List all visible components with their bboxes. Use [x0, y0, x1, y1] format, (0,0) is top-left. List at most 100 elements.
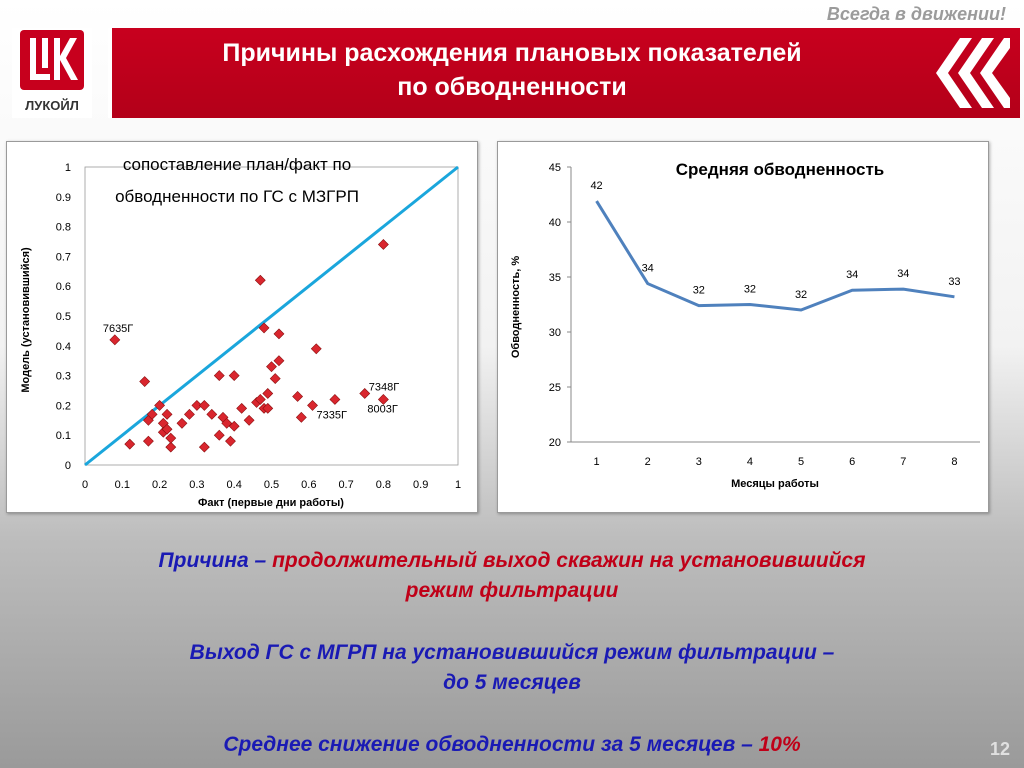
- scatter-title-line2: обводненности по ГС с МЗГРП: [115, 187, 359, 206]
- scatter-ytick-label: 0: [65, 460, 71, 472]
- scatter-point: [213, 370, 225, 382]
- scatter-xtick-label: 0.8: [376, 479, 391, 491]
- line-xtick-label: 2: [645, 456, 651, 468]
- line-data-label: 34: [642, 263, 654, 275]
- lukoil-logo: ЛУКОЙЛ: [12, 28, 92, 118]
- scatter-xtick-label: 0.4: [227, 479, 242, 491]
- scatter-title-line1: сопоставление план/факт по: [123, 155, 351, 174]
- scatter-ytick-label: 0.8: [56, 222, 71, 234]
- scatter-ytick-label: 0.5: [56, 311, 71, 323]
- scatter-annotation: 8003Г: [367, 403, 397, 415]
- page-number: 12: [989, 739, 1010, 759]
- line-xtick-label: 8: [951, 456, 957, 468]
- chevrons-icon: [936, 38, 1010, 108]
- line-ytick-label: 45: [549, 162, 561, 174]
- scatter-point: [243, 414, 255, 426]
- page-title: Причины расхождения плановых показателей…: [112, 36, 912, 104]
- page-title-line2: по обводненности: [397, 73, 627, 101]
- scatter-point: [165, 432, 177, 444]
- line-ytick-label: 35: [549, 272, 561, 284]
- scatter-point: [142, 435, 154, 447]
- line-data-label: 34: [897, 268, 909, 280]
- scatter-point: [198, 441, 210, 453]
- scatter-point: [377, 239, 389, 250]
- exit-line2: до 5 месяцев: [443, 671, 581, 694]
- scatter-ytick-label: 0.2: [56, 400, 71, 412]
- line-title: Средняя обводненность: [676, 160, 884, 179]
- scatter-point: [307, 399, 318, 411]
- scatter-xtick-label: 0.6: [301, 479, 316, 491]
- scatter-chart-panel: 0 0.1 0.2 0.3 0.4 0.5 0.6 0.7 0.8 0.9 1 0 0.1 0.2 0.3…: [6, 141, 478, 513]
- line-ytick-label: 40: [549, 217, 561, 229]
- scatter-point: [213, 429, 225, 441]
- scatter-point: [225, 435, 236, 447]
- scatter-xtick-label: 1: [455, 479, 461, 491]
- reference-line: [84, 165, 459, 467]
- scatter-ytick-label: 0.3: [56, 371, 71, 383]
- scatter-point: [161, 408, 173, 420]
- line-xtick-label: 5: [798, 456, 804, 468]
- scatter-point: [228, 370, 240, 382]
- scatter-annotation: 7348Г: [369, 381, 399, 393]
- series-line: [595, 200, 955, 312]
- scatter-point: [176, 417, 188, 429]
- scatter-point: [191, 399, 203, 411]
- line-ytick-label: 30: [549, 327, 561, 339]
- scatter-point: [292, 391, 304, 402]
- reason-line1: Причина – продолжительный выход скважин …: [0, 546, 1024, 576]
- scatter-xlabel: Факт (первые дни работы): [198, 497, 344, 509]
- scatter-point: [165, 441, 177, 453]
- scatter-point: [139, 376, 151, 387]
- scatter-annotation: 7335Г: [317, 409, 347, 421]
- scatter-point: [329, 394, 341, 405]
- scatter-point: [154, 399, 166, 411]
- avg-value: 10%: [758, 733, 801, 756]
- scatter-point: [198, 399, 210, 411]
- lukoil-emblem-icon: [20, 30, 84, 90]
- scatter-point: [228, 420, 240, 432]
- line-xlabel: Месяцы работы: [731, 478, 819, 490]
- scatter-point: [310, 343, 322, 355]
- exit-line1: Выход ГС с МГРП на установившийся режим …: [189, 641, 835, 664]
- line-data-label: 33: [948, 276, 960, 288]
- scatter-point: [262, 388, 274, 399]
- scatter-point: [273, 355, 285, 367]
- scatter-ytick-label: 1: [65, 162, 71, 174]
- scatter-point: [258, 322, 270, 334]
- exit-block: Выход ГС с МГРП на установившийся режим …: [0, 638, 1024, 698]
- scatter-xtick-label: 0.3: [189, 479, 204, 491]
- line-data-label: 32: [744, 284, 756, 296]
- scatter-point: [254, 394, 266, 405]
- scatter-point: [295, 411, 307, 423]
- scatter-point: [266, 361, 277, 373]
- scatter-ytick-label: 0.4: [56, 341, 71, 353]
- line-xtick-label: 7: [900, 456, 906, 468]
- scatter-xtick-label: 0.2: [152, 479, 167, 491]
- line-ylabel: Обводненность, %: [510, 256, 522, 359]
- scatter-xtick-label: 0.5: [264, 479, 279, 491]
- page-title-line1: Причины расхождения плановых показателей: [222, 39, 802, 67]
- scatter-ytick-label: 0.1: [56, 430, 71, 442]
- scatter-point: [109, 334, 121, 346]
- line-xtick-label: 3: [696, 456, 702, 468]
- scatter-point: [273, 328, 285, 340]
- scatter-point: [254, 274, 266, 286]
- scatter-annotation: 7635Г: [103, 323, 133, 335]
- scatter-point: [269, 373, 281, 385]
- line-xtick-label: 4: [747, 456, 753, 468]
- line-xtick-label: 6: [849, 456, 855, 468]
- avg-block: Среднее снижение обводненности за 5 меся…: [0, 730, 1024, 760]
- line-data-label: 42: [590, 180, 602, 192]
- scatter-xtick-label: 0.9: [413, 479, 428, 491]
- scatter-ytick-label: 0.6: [56, 281, 71, 293]
- scatter-point: [206, 408, 218, 420]
- scatter-ytick-label: 0.9: [56, 192, 71, 204]
- reason-label: Причина –: [158, 549, 273, 572]
- scatter-point: [221, 417, 233, 429]
- line-data-label: 32: [795, 289, 807, 301]
- scatter-point: [184, 408, 195, 420]
- title-banner: Причины расхождения плановых показателей…: [108, 28, 1020, 118]
- avg-label: Среднее снижение обводненности за 5 меся…: [223, 733, 759, 756]
